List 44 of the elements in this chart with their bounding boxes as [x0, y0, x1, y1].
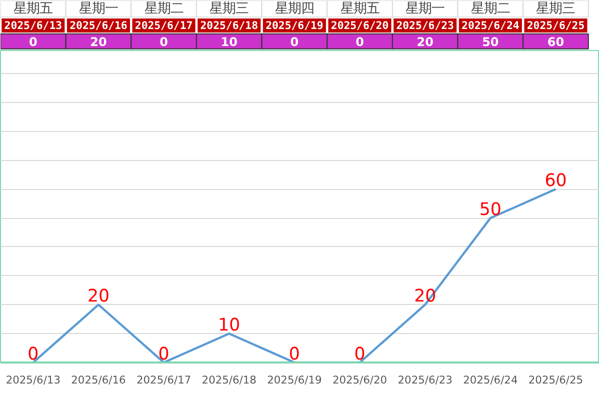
- text: 星期四: [274, 1, 314, 16]
- category-label: 2025/6/20: [332, 374, 388, 386]
- data-label: 0: [28, 344, 39, 364]
- category-label: 2025/6/18: [202, 374, 257, 386]
- x-tick-label: 2025/6/25: [526, 19, 585, 32]
- data-label: 0: [290, 34, 299, 49]
- data-label: 20: [87, 286, 110, 307]
- text: 星期五: [14, 1, 53, 16]
- text: 星期五: [340, 1, 380, 16]
- x-tick-label: 2025/6/16: [70, 19, 128, 32]
- text: 星期一: [78, 1, 118, 16]
- category-label: 2025/6/13: [6, 374, 60, 386]
- x-tick-label: 2025/6/24: [462, 19, 520, 32]
- data-label: 20: [416, 34, 434, 49]
- data-label: 10: [220, 34, 238, 49]
- data-label: 0: [288, 344, 300, 364]
- text: 星期一: [406, 1, 445, 16]
- data-label: 20: [90, 34, 107, 49]
- data-label: 60: [544, 171, 567, 192]
- category-label: 2025/6/24: [463, 374, 518, 386]
- category-label: 2025/6/16: [71, 374, 126, 386]
- data-label: 0: [356, 34, 364, 49]
- x-tick-label: 2025/6/20: [330, 19, 389, 32]
- data-label: 0: [160, 34, 168, 49]
- x-tick-label: 2025/6/18: [200, 19, 258, 32]
- data-label: 60: [547, 34, 564, 49]
- text: 星期三: [210, 1, 249, 16]
- x-tick-label: 2025/6/23: [396, 19, 454, 32]
- category-label: 2025/6/25: [528, 374, 584, 386]
- x-tick-label: 2025/6/17: [134, 19, 193, 32]
- x-tick-label: 2025/6/19: [266, 19, 324, 32]
- data-label: 50: [479, 200, 502, 220]
- x-tick-label: 2025/6/13: [4, 19, 62, 32]
- data-label: 0: [28, 34, 38, 49]
- data-label: 50: [482, 34, 499, 49]
- data-label: 0: [354, 344, 366, 364]
- category-label: 2025/6/19: [267, 374, 322, 386]
- text: 星期二: [144, 1, 184, 16]
- text: 星期三: [536, 1, 576, 16]
- category-label: 2025/6/17: [136, 374, 192, 386]
- text: 星期二: [470, 1, 510, 16]
- data-label: 0: [158, 344, 170, 364]
- data-label: 10: [218, 316, 240, 336]
- category-label: 2025/6/23: [398, 374, 452, 386]
